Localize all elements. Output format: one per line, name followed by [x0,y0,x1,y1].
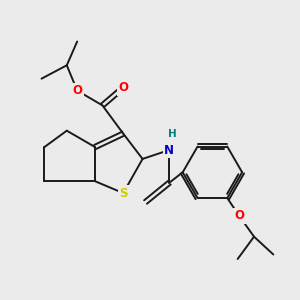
Text: N: N [164,143,174,157]
Text: S: S [119,187,128,200]
Text: O: O [72,84,82,97]
Text: O: O [234,209,244,222]
Text: H: H [168,129,177,139]
Text: O: O [118,81,128,94]
